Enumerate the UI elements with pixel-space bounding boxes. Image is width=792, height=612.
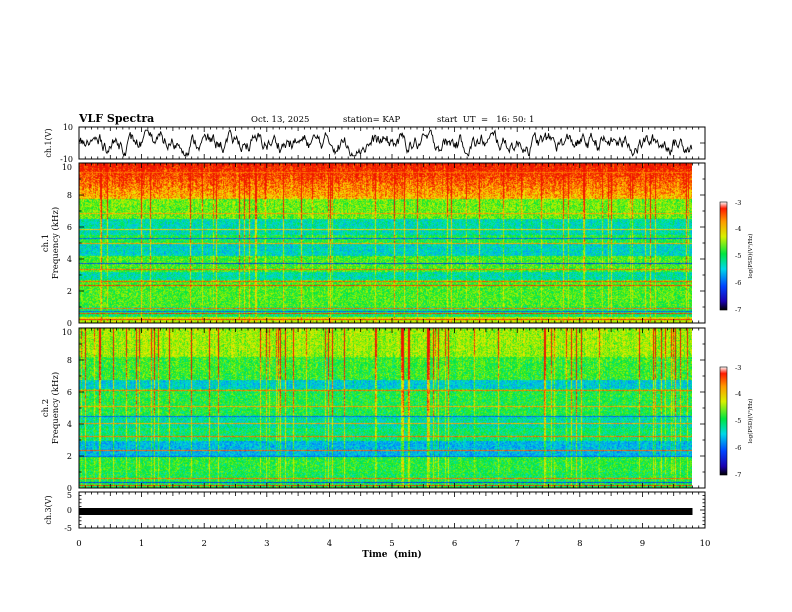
header-date: Oct. 13, 2025: [251, 115, 309, 125]
ch1-spectrogram-yticklabels: 0 2 4 6 8 10: [62, 163, 72, 328]
x-tick-label: 5: [389, 539, 394, 549]
ch2-spectrogram-panel: 0 2 4 6 8 10 ch.2 Frequency (kHz): [41, 327, 706, 493]
ch3-ytick-label: -5: [64, 524, 72, 533]
ch1-spectrogram-ylabel-frequency: Frequency (kHz): [50, 207, 61, 279]
ch2-colorbar-tick: -7: [735, 471, 741, 479]
ch2-ytick-label: 8: [67, 356, 72, 365]
spectrogram-image-2: [79, 328, 692, 488]
ch3-waveform-panel: 5 0 -5 ch.3(V): [44, 491, 706, 533]
ch1-ytick-label: 0: [67, 319, 72, 328]
ch1-colorbar-tick: -5: [735, 252, 741, 260]
ch1-ytick-label: 6: [67, 223, 72, 232]
ch2-spectrogram-yticklabels: 0 2 4 6 8 10: [62, 328, 72, 493]
ch2-ytick-label: 6: [67, 388, 72, 397]
ch1-colorbar-tick: -6: [735, 279, 741, 287]
ch2-ytick-label: 0: [67, 484, 72, 493]
ch1-colorbar-tick: -4: [735, 225, 741, 233]
ch1-colorbar-tick: -7: [735, 306, 741, 314]
ch2-ytick-label: 10: [62, 328, 72, 337]
ch2-colorbar: -3 -4 -5 -6 -7 log(PSD)(V²/Hz): [719, 364, 754, 479]
ch1-colorbar-tick: -3: [735, 199, 741, 207]
spectrogram-image-1: [79, 163, 692, 323]
x-tick-label: 7: [514, 539, 519, 549]
ch2-spectrogram-ylabel-channel: ch.2: [41, 399, 51, 417]
ch3-ytick-label: 0: [67, 506, 72, 515]
ch2-colorbar-gradient: [719, 366, 728, 476]
ch2-colorbar-tick: -6: [735, 444, 741, 452]
x-tick-label: 10: [700, 539, 711, 549]
x-axis-tick-labels: 0 1 2 3 4 5 6 7 8 9 10: [76, 539, 710, 549]
ch1-ytick-top: 10: [63, 123, 73, 132]
ch1-ytick-label: 10: [62, 163, 72, 172]
ch1-spectrogram-ticks: [78, 162, 706, 324]
x-tick-label: 6: [452, 539, 457, 549]
ch1-colorbar-gradient: [719, 201, 728, 311]
x-tick-label: 4: [327, 539, 332, 549]
ch3-waveform-ticks: [78, 491, 706, 529]
ch1-ytick-label: 4: [67, 255, 72, 264]
ch1-waveform-panel: 10 -10 ch.1(V): [44, 123, 706, 164]
x-tick-label: 2: [201, 539, 206, 549]
x-tick-label: 3: [264, 539, 269, 549]
ch2-colorbar-tick: -3: [735, 364, 741, 372]
ch1-ytick-label: 8: [67, 191, 72, 200]
ch3-waveform-ylabel: ch.3(V): [44, 495, 53, 524]
ch1-ytick-label: 2: [67, 287, 72, 296]
ch3-waveform-band: [79, 508, 693, 515]
ch2-colorbar-tick: -4: [735, 390, 741, 398]
header-start-time: start UT = 16: 50: 1: [437, 115, 534, 125]
header-station: station= KAP: [343, 115, 401, 125]
ch1-waveform-ylabel: ch.1(V): [44, 128, 53, 157]
ch1-waveform-line: [78, 129, 693, 158]
ch1-spectrogram-panel: 0 2 4 6 8 10 ch.1 Frequency (kHz): [41, 162, 706, 328]
ch1-ytick-bottom: -10: [60, 155, 73, 164]
ch3-ytick-label: 5: [67, 491, 72, 500]
ch1-waveform-ticks: [78, 126, 706, 160]
chart-title: VLF Spectra: [78, 112, 154, 125]
x-axis-label: Time (min): [362, 549, 422, 560]
ch2-colorbar-tick: -5: [735, 417, 741, 425]
x-tick-label: 9: [640, 539, 645, 549]
ch2-ytick-label: 4: [67, 420, 72, 429]
ch2-spectrogram-ticks: [78, 327, 706, 489]
x-tick-label: 1: [139, 539, 144, 549]
ch1-spectrogram-ylabel-channel: ch.1: [41, 234, 51, 252]
x-tick-label: 8: [577, 539, 582, 549]
ch1-colorbar: -3 -4 -5 -6 -7 log(PSD)(V²/Hz): [719, 199, 754, 314]
ch2-spectrogram-ylabel-frequency: Frequency (kHz): [50, 372, 61, 444]
ch1-colorbar-label: log(PSD)(V²/Hz): [747, 234, 754, 279]
ch2-colorbar-label: log(PSD)(V²/Hz): [747, 399, 754, 444]
ch2-ytick-label: 2: [67, 452, 72, 461]
x-tick-label: 0: [76, 539, 81, 549]
